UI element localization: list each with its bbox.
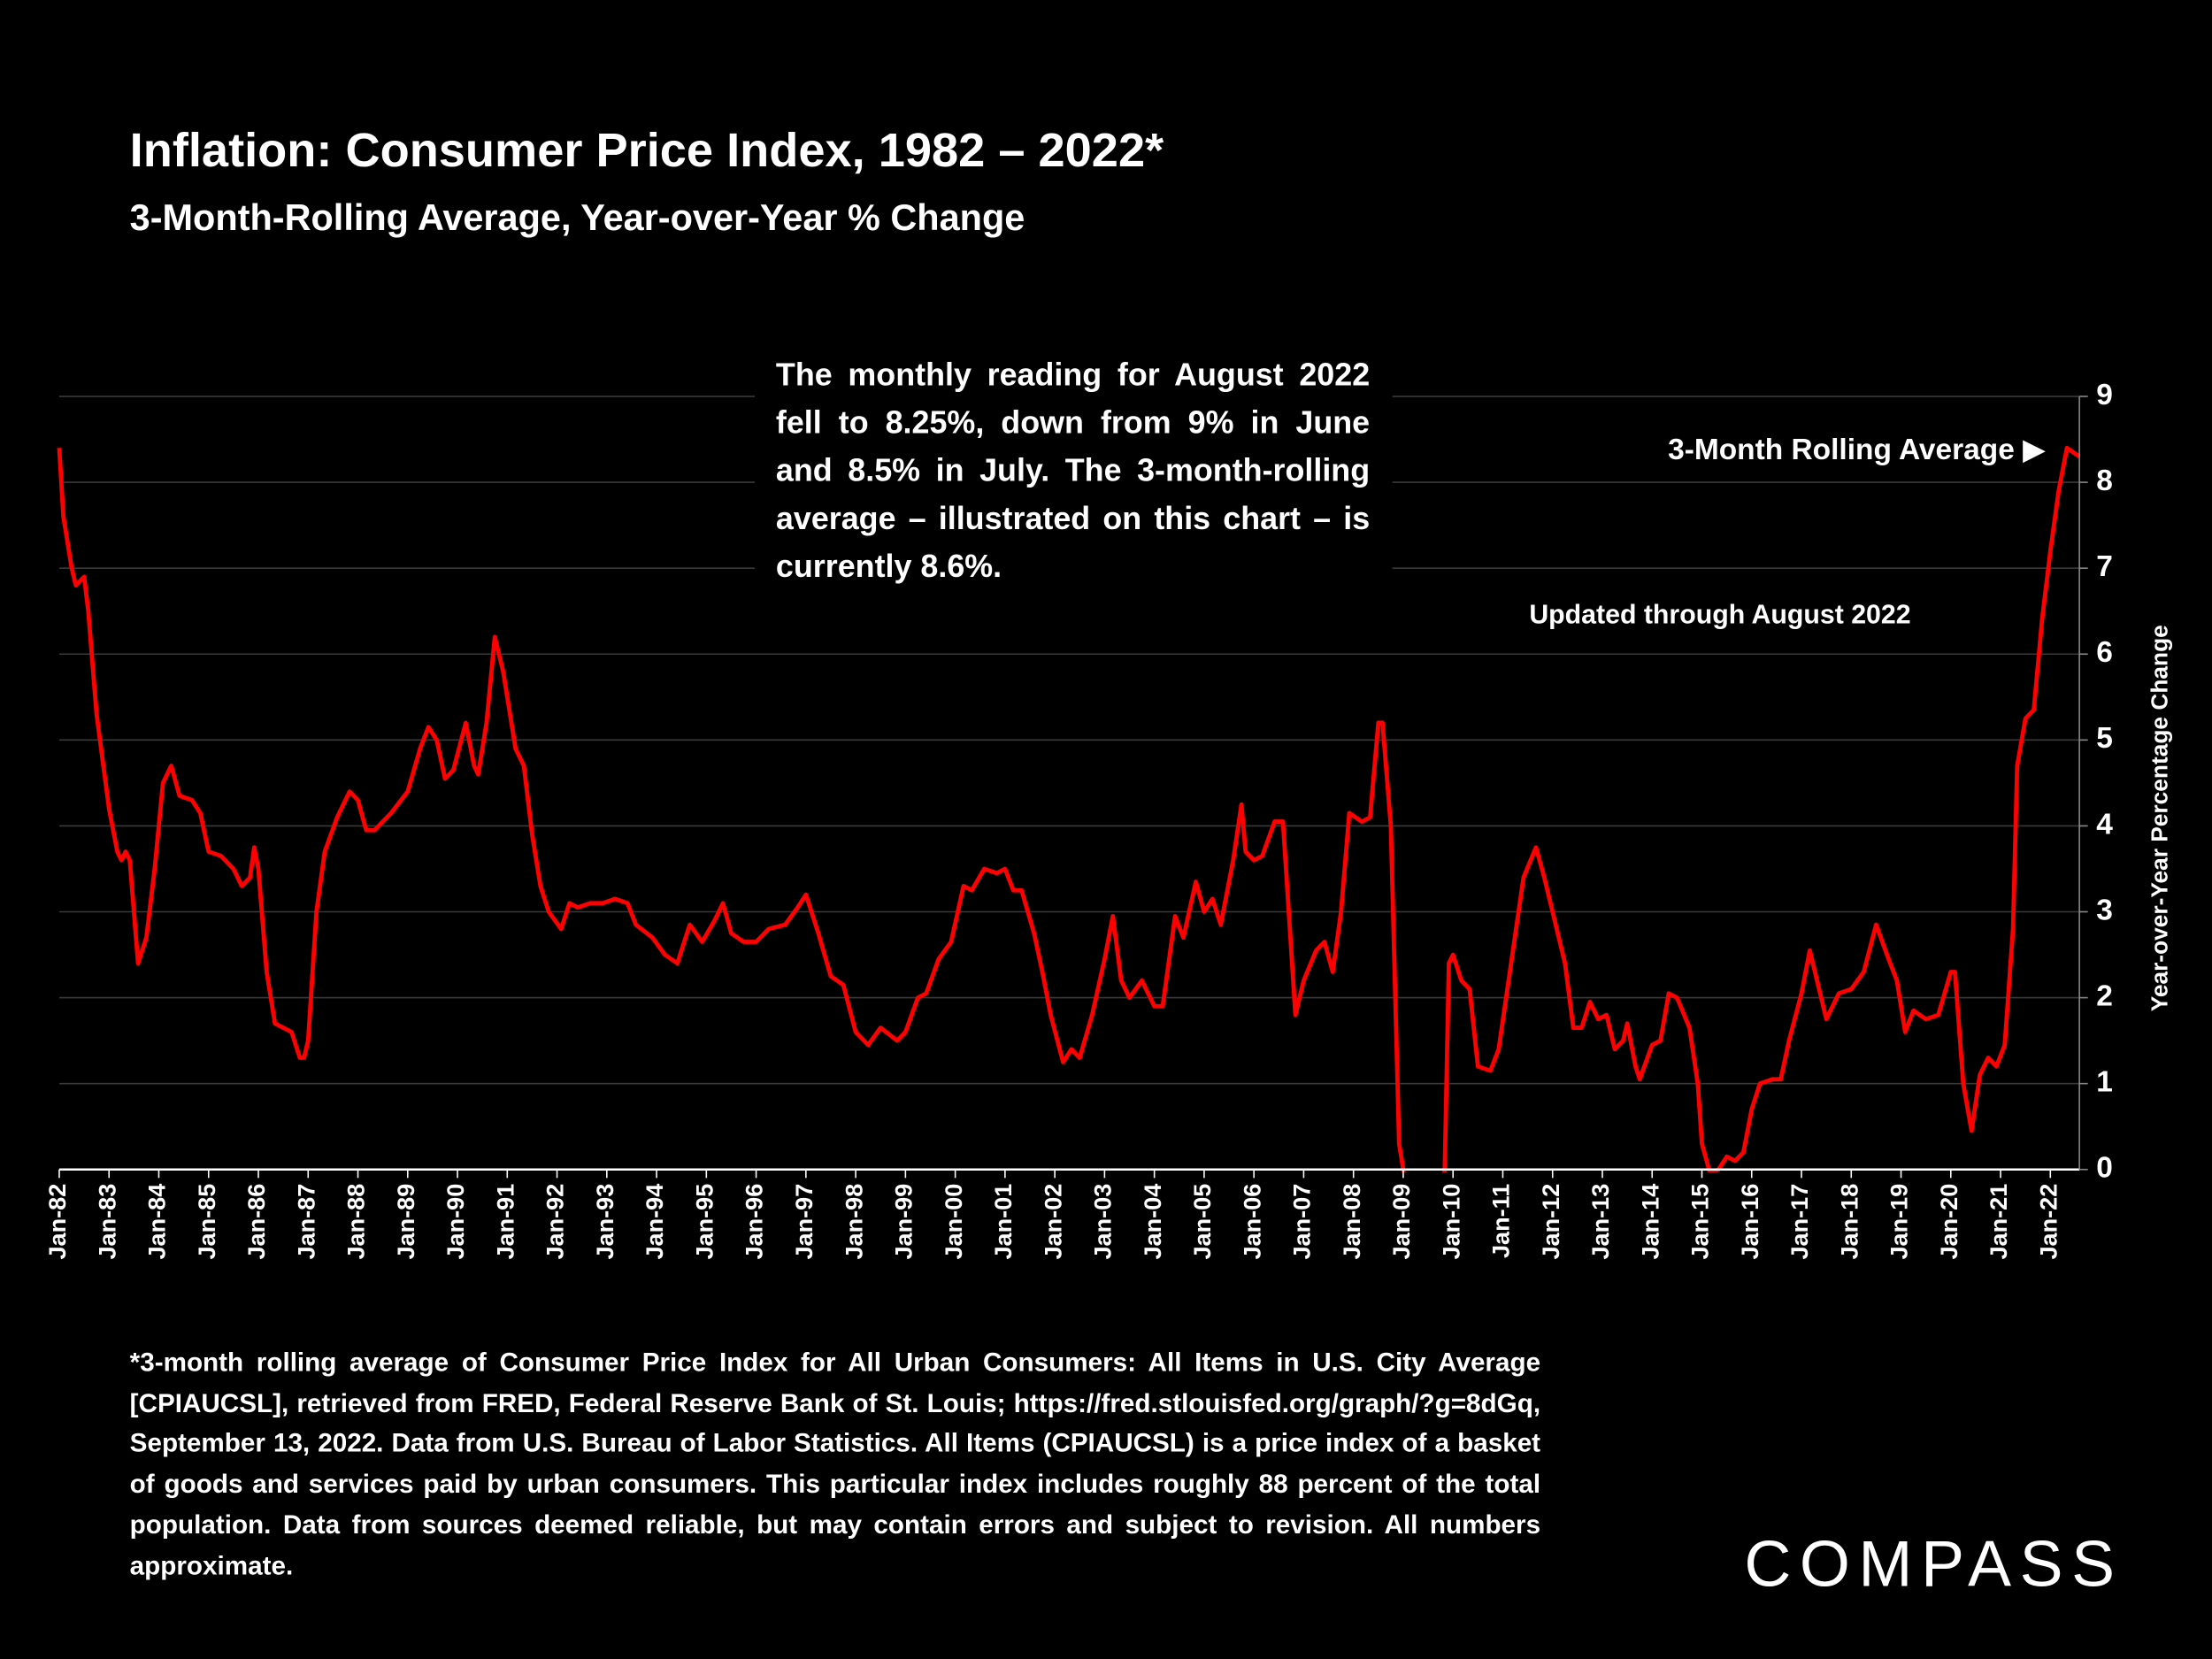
y-tick-label: 2 [2096,979,2113,1012]
x-tick-label: Jan-04 [1139,1184,1166,1260]
x-tick-label: Jan-05 [1188,1184,1216,1260]
x-tick-label: Jan-03 [1089,1184,1117,1260]
x-tick-label: Jan-17 [1786,1184,1813,1260]
grid [58,396,2080,1085]
x-tick-label: Jan-15 [1686,1184,1714,1260]
logo: COMPASS [1744,1527,2123,1600]
x-tick-label: Jan-96 [741,1184,768,1260]
x-tick-label: Jan-92 [541,1184,569,1260]
x-tick-label: Jan-85 [193,1184,220,1260]
footnote-wrap: *3-month rolling average of Consumer Pri… [129,1347,1541,1579]
chart-subtitle: 3-Month-Rolling Average, Year-over-Year … [130,196,1025,238]
x-tick-label: Jan-06 [1238,1184,1265,1260]
x-tick-label: Jan-12 [1537,1184,1564,1260]
plot [57,445,2081,1172]
y-tick-label: 0 [2096,1152,2113,1185]
x-tick-label: Jan-87 [292,1184,319,1260]
x-tick-label: Jan-19 [1886,1184,1913,1260]
x-tick-label: Jan-94 [641,1184,668,1260]
x-tick-label: Jan-84 [143,1184,171,1260]
y-tick-label: 7 [2096,550,2113,583]
x-tick-label: Jan-09 [1387,1184,1415,1260]
x-tick-label: Jan-89 [392,1184,419,1260]
y-tick-label: 3 [2096,894,2113,926]
x-tick-label: Jan-86 [242,1184,270,1260]
y-tick-label: 4 [2096,808,2113,841]
legend-entry: 3-Month Rolling Average ▶ [1668,434,2046,466]
x-tick-label: Jan-88 [342,1184,370,1260]
x-tick-label: Jan-20 [1935,1184,1962,1260]
x-tick-label: Jan-11 [1487,1184,1515,1258]
x-tick-label: Jan-90 [442,1184,469,1260]
x-tick-label: Jan-21 [1985,1184,2012,1260]
x-tick-label: Jan-99 [890,1184,918,1260]
x-tick-label: Jan-13 [1586,1184,1614,1260]
x-tick-label: Jan-10 [1437,1184,1464,1260]
x-tick-label: Jan-22 [2034,1184,2062,1260]
x-tick-label: Jan-83 [93,1184,120,1260]
x-tick-label: Jan-82 [43,1184,71,1260]
y-tick-label: 5 [2096,722,2113,755]
annotation: The monthly reading for August 2022 fell… [775,357,1371,585]
y-tick-label: 8 [2096,465,2113,497]
series-line [57,445,2081,1172]
x-tick-label: Jan-16 [1736,1184,1763,1260]
chart-title: Inflation: Consumer Price Index, 1982 – … [130,124,1164,177]
y-axis-label: Year-over-Year Percentage Change [2147,625,2173,1011]
x-tick-label: Jan-95 [690,1184,718,1260]
update-note: Updated through August 2022 [1529,601,1910,630]
axes: 0 1 2 3 4 5 6 7 8 9 Jan-82 Jan-83 Jan-84 Jan-85 Jan-86… [43,379,2113,1260]
y-tick-label: 1 [2096,1066,2113,1099]
x-tick-label: Jan-97 [790,1184,818,1260]
x-tick-label: Jan-18 [1835,1184,1863,1260]
x-tick-label: Jan-08 [1338,1184,1365,1260]
x-tick-label: Jan-01 [989,1184,1017,1260]
x-tick-label: Jan-93 [591,1184,618,1260]
footnote: *3-month rolling average of Consumer Pri… [129,1347,1541,1579]
annotation-wrap: The monthly reading for August 2022 fell… [775,357,1371,585]
x-tick-label: Jan-91 [491,1184,518,1260]
x-tick-label: Jan-00 [940,1184,967,1260]
y-tick-label: 9 [2096,379,2113,411]
x-tick-label: Jan-02 [1039,1184,1066,1260]
x-tick-label: Jan-98 [840,1184,867,1260]
x-tick-label: Jan-14 [1636,1184,1663,1260]
annotation-box [754,349,1393,590]
y-tick-label: 6 [2096,636,2113,669]
x-tick-label: Jan-07 [1288,1184,1316,1260]
